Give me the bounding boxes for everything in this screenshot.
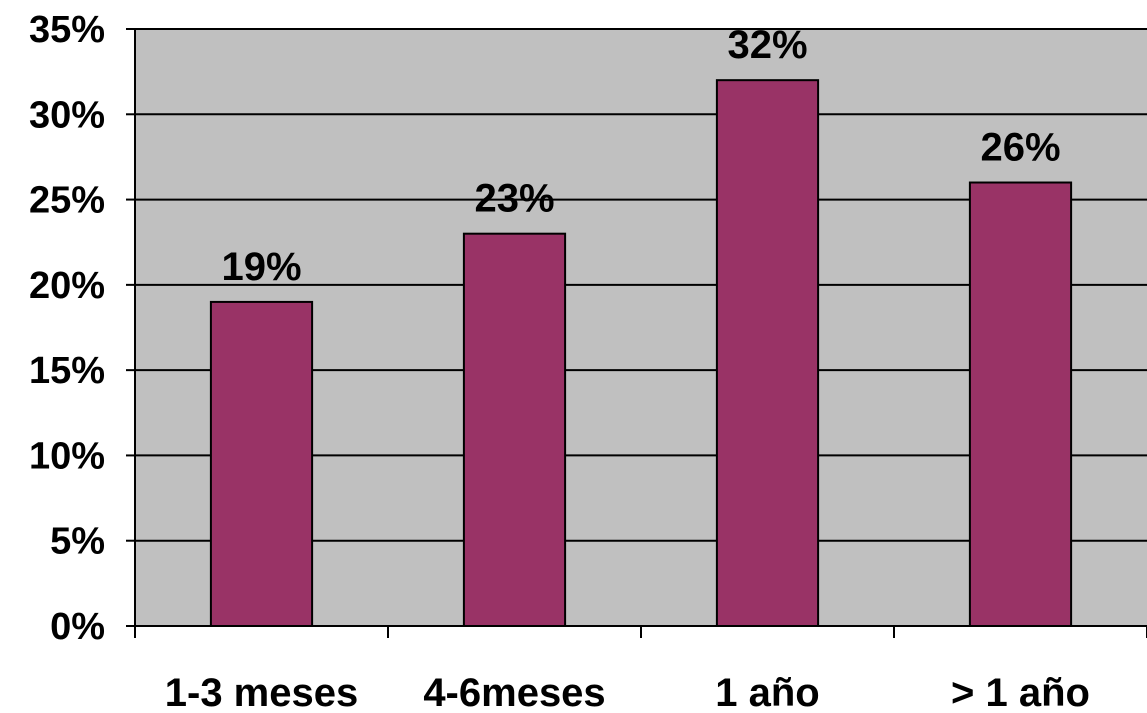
y-tick-label: 30% — [29, 94, 105, 136]
bar — [715, 79, 820, 627]
y-tick-label: 35% — [29, 9, 105, 51]
bar — [968, 181, 1073, 627]
bar — [462, 232, 567, 628]
y-axis-tick-labels: 0% 5% 10% 15% 20% 25% 30% 35% — [29, 9, 105, 648]
x-category-label: 4-6meses — [423, 671, 605, 713]
x-category-label: 1 año — [715, 671, 819, 713]
y-tick-label: 5% — [50, 521, 105, 563]
data-label: 32% — [727, 23, 807, 67]
y-tick-label: 0% — [50, 606, 105, 648]
x-axis-category-labels: 1-3 meses 4-6meses 1 año > 1 año — [165, 671, 1090, 713]
y-tick-label: 10% — [29, 435, 105, 477]
y-tick-label: 20% — [29, 265, 105, 307]
bar — [209, 300, 314, 627]
data-labels: 19% 23% 32% 26% — [221, 23, 1060, 289]
y-tick-label: 15% — [29, 350, 105, 392]
data-label: 19% — [221, 245, 301, 289]
data-label: 26% — [980, 126, 1060, 170]
data-label: 23% — [474, 177, 554, 221]
x-category-label: 1-3 meses — [165, 671, 358, 713]
axes — [126, 28, 1147, 638]
y-tick-label: 25% — [29, 180, 105, 222]
x-category-label: > 1 año — [951, 671, 1090, 713]
